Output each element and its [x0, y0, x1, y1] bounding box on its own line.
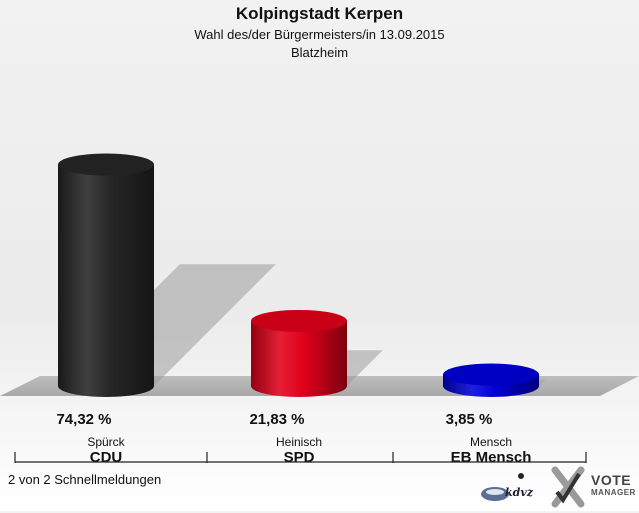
logo-kdvz-text: kdvz: [505, 486, 533, 499]
district-label: Blatzheim: [290, 45, 349, 60]
bar-top: [251, 309, 347, 332]
candidate-name: Spürck: [87, 435, 125, 449]
logo-graphic: [481, 466, 585, 508]
bar-spd: [251, 320, 347, 397]
value-label: 3,85 %: [446, 411, 493, 428]
chart-title: Kolpingstadt Kerpen: [235, 4, 404, 23]
bar-cdu: [58, 164, 154, 397]
value-label: 21,83 %: [249, 411, 304, 428]
logo-vote-text: VOTE: [591, 472, 632, 488]
chart-subtitle: Wahl des/der Bürgermeisters/in 13.09.201…: [194, 27, 445, 42]
value-label: 74,32 %: [56, 411, 111, 428]
footer-note: 2 von 2 Schnellmeldungen: [8, 472, 162, 487]
bar-top: [443, 363, 539, 386]
bar-top: [58, 153, 154, 176]
candidate-name: Mensch: [470, 435, 512, 449]
party-label: SPD: [284, 449, 315, 466]
party-label: CDU: [90, 449, 123, 466]
logo-manager-text: MANAGER: [591, 488, 636, 497]
candidate-name: Heinisch: [276, 435, 322, 449]
vote-manager-logo: kdvz VOTE MANAGER: [465, 466, 637, 508]
party-label: EB Mensch: [451, 449, 532, 466]
